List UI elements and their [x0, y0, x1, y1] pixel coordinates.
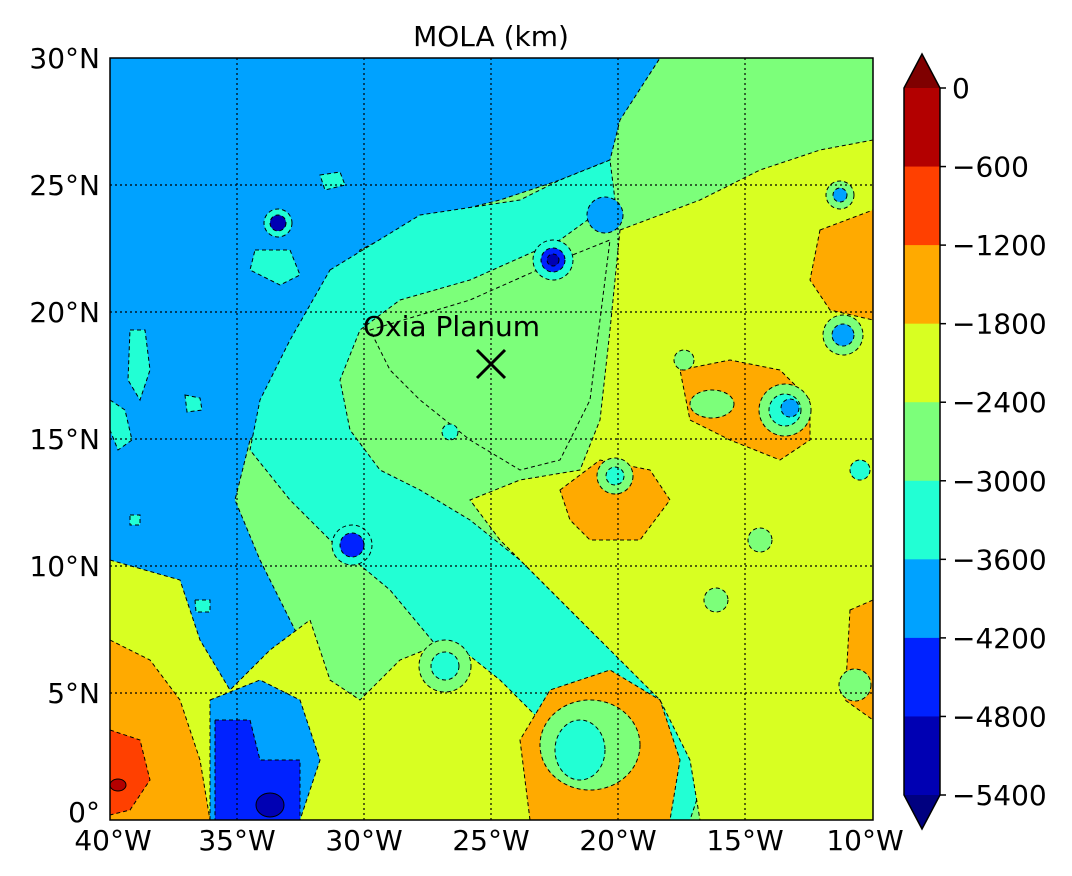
region-darkred-sw [110, 778, 127, 792]
colorbar: 0 −600 −1200 −1800 −2400 −3000 −3600 −4200 −4800… [903, 52, 1047, 831]
colorbar-tick-label: −3600 [952, 543, 1047, 576]
lat-tick-label: 10°N [29, 550, 100, 583]
lon-tick-labels: 40°W 35°W 30°W 25°W 20°W 15°W 10°W [74, 824, 903, 857]
colorbar-extend-top [904, 54, 940, 88]
oxia-planum-label: Oxia Planum [363, 310, 540, 343]
lat-tick-label: 30°N [29, 42, 100, 75]
oxia-planum-marker [475, 348, 507, 380]
colorbar-band [904, 480, 940, 560]
region-orange-far-east [809, 209, 873, 321]
colorbar-tick-label: −1200 [952, 229, 1047, 262]
map-frame [109, 57, 874, 821]
lat-tick-label: 15°N [29, 423, 100, 456]
region-green-center [369, 239, 611, 471]
colorbar-band [904, 637, 940, 717]
lon-tick-label: 40°W [74, 824, 151, 857]
region-red-sw [110, 729, 151, 816]
colorbar-tick-label: −2400 [952, 386, 1047, 419]
crater-features [263, 180, 872, 702]
lat-tick-label: 20°N [29, 296, 100, 329]
lon-tick-label: 25°W [452, 824, 529, 857]
lon-tick-label: 20°W [579, 824, 656, 857]
region-yellow-east [469, 139, 873, 820]
map-title: MOLA (km) [413, 20, 569, 53]
graticule [110, 58, 873, 820]
colorbar-tick-label: −5400 [952, 779, 1047, 812]
lon-tick-label: 30°W [325, 824, 402, 857]
lon-tick-label: 35°W [198, 824, 275, 857]
lon-tick-label: 15°W [706, 824, 783, 857]
colorbar-tick-label: −600 [952, 151, 1029, 184]
colorbar-extend-bottom [904, 795, 940, 829]
colorbar-band [904, 716, 940, 796]
lat-tick-label: 5°N [47, 677, 100, 710]
lat-tick-label: 25°N [29, 169, 100, 202]
crater-floor-south [554, 719, 606, 781]
lat-tick-labels: 30°N 25°N 20°N 15°N 10°N 5°N 0° [29, 42, 100, 829]
colorbar-tick-label: −3000 [952, 465, 1047, 498]
colorbar-tick-label: 0 [952, 72, 970, 105]
colorbar-band [904, 402, 940, 482]
colorbar-band [904, 245, 940, 325]
region-deep-blue-sw [214, 719, 301, 820]
colorbar-tick-label: −4200 [952, 622, 1047, 655]
colorbar-tick-label: −4800 [952, 700, 1047, 733]
region-darkblue-sw [255, 792, 285, 818]
isolated-highs [110, 171, 346, 613]
colorbar-band [904, 559, 940, 639]
colorbar-band [904, 323, 940, 403]
lat-tick-label: 0° [68, 796, 100, 829]
colorbar-band [904, 88, 940, 168]
colorbar-band [904, 166, 940, 246]
region-orange-se [844, 599, 873, 721]
lon-tick-label: 10°W [826, 824, 903, 857]
colorbar-tick-label: −1800 [952, 308, 1047, 341]
